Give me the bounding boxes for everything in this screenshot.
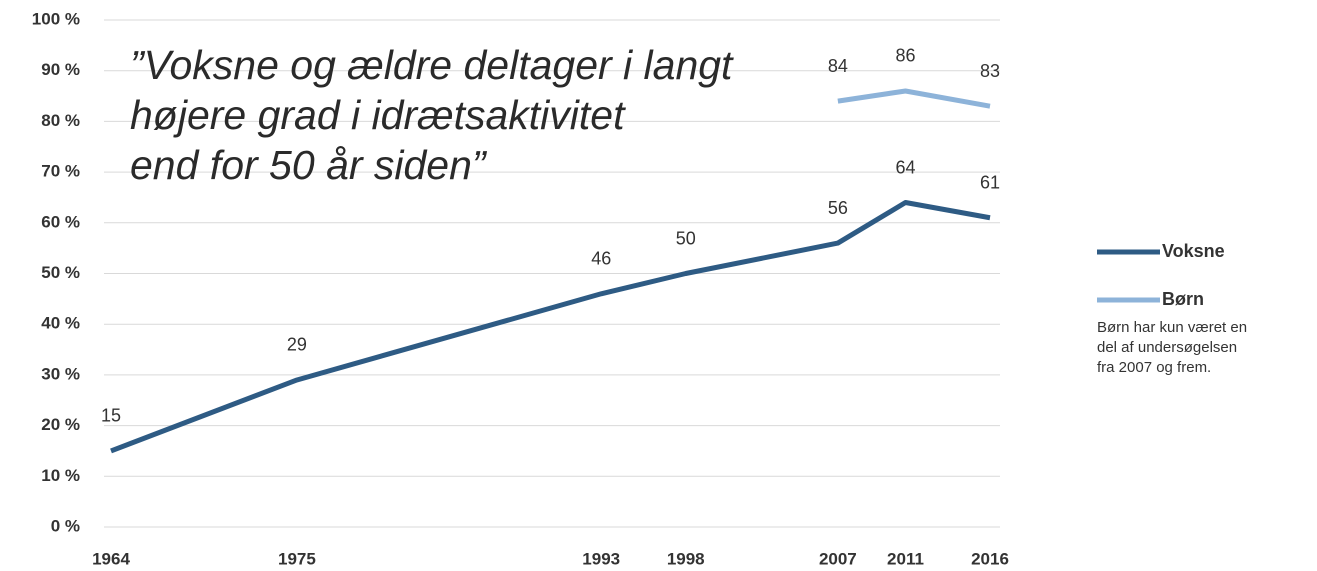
y-tick-label: 100 %: [32, 9, 80, 28]
legend-label: Børn: [1162, 289, 1204, 309]
x-tick-label: 1975: [278, 549, 316, 568]
legend-label: Voksne: [1162, 241, 1225, 261]
data-label: 64: [895, 157, 915, 177]
x-tick-label: 2016: [971, 549, 1009, 568]
x-tick-label: 2011: [887, 549, 924, 568]
y-tick-label: 50 %: [41, 263, 80, 282]
data-label: 61: [980, 172, 1000, 192]
annotation: end for 50 år siden”: [130, 142, 488, 188]
annotation: ”Voksne og ældre deltager i langt: [130, 42, 734, 88]
x-tick-label: 2007: [819, 549, 857, 568]
y-tick-label: 40 %: [41, 314, 80, 333]
data-label: 50: [676, 228, 696, 248]
y-tick-label: 10 %: [41, 466, 80, 485]
series-line: [837, 88, 991, 109]
data-label: 83: [980, 61, 1000, 81]
data-label: 56: [828, 198, 848, 218]
y-tick-label: 30 %: [41, 364, 80, 383]
x-tick-label: 1964: [92, 549, 130, 568]
y-tick-label: 0 %: [51, 516, 80, 535]
y-tick-label: 80 %: [41, 111, 80, 130]
series-line: [110, 200, 991, 454]
legend-note: Børn har kun været en del af undersøgels…: [1097, 319, 1248, 376]
data-label: 86: [895, 46, 915, 66]
y-tick-label: 20 %: [41, 415, 80, 434]
data-label: 15: [101, 406, 121, 426]
annotation: højere grad i idrætsaktivitet: [130, 92, 626, 138]
x-tick-label: 1993: [582, 549, 620, 568]
x-tick-label: 1998: [667, 549, 705, 568]
y-tick-label: 90 %: [41, 60, 80, 79]
data-label: 29: [287, 335, 307, 355]
y-tick-label: 70 %: [41, 162, 80, 181]
y-tick-label: 60 %: [41, 212, 80, 231]
data-label: 46: [591, 249, 611, 269]
data-label: 84: [828, 56, 848, 76]
